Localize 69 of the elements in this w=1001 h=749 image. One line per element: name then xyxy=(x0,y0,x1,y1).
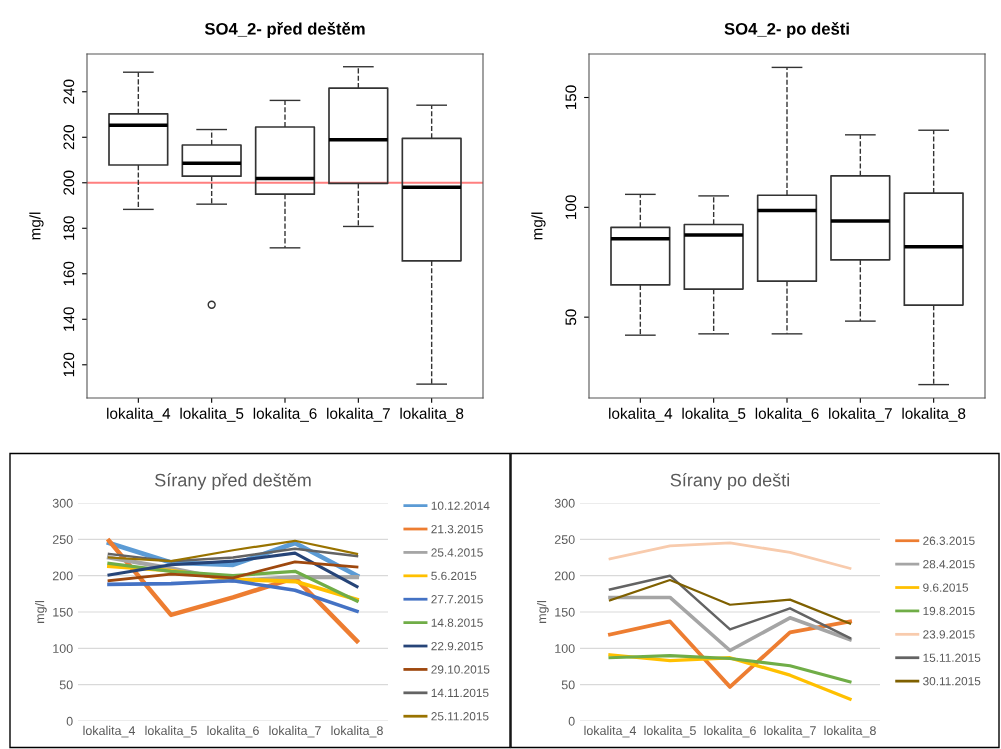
chart-title: Sírany po dešti xyxy=(670,473,790,491)
x-tick-label: lokalita_6 xyxy=(207,725,259,738)
chart-title: SO4_2- po dešti xyxy=(724,22,849,39)
legend-label: 25.11.2015 xyxy=(431,712,489,721)
y-axis-title: mg/l xyxy=(531,212,546,240)
x-tick-label: lokalita_7 xyxy=(327,407,390,422)
x-tick-label: lokalita_8 xyxy=(331,725,383,738)
y-tick-label: 50 xyxy=(59,680,73,690)
y-tick-label: 0 xyxy=(568,716,575,726)
x-tick-label: lokalita_5 xyxy=(644,725,696,738)
x-tick-label: lokalita_7 xyxy=(764,725,816,738)
y-tick-label: 300 xyxy=(554,498,575,508)
x-tick-label: lokalita_4 xyxy=(83,725,136,738)
x-tick-label: lokalita_6 xyxy=(755,407,819,422)
legend-label: 5.6.2015 xyxy=(431,571,477,581)
x-tick-label: lokalita_7 xyxy=(829,407,892,422)
legend-label: 22.9.2015 xyxy=(431,641,483,651)
y-tick-label: 100 xyxy=(565,195,577,219)
legend-label: 26.3.2015 xyxy=(923,536,975,545)
x-tick-label: lokalita_4 xyxy=(107,407,171,422)
y-tick-label: 50 xyxy=(565,309,577,326)
legend-label: 29.10.2015 xyxy=(431,665,490,674)
x-tick-label: lokalita_5 xyxy=(145,725,197,738)
legend-label: 27.7.2015 xyxy=(431,595,483,604)
legend-label: 14.8.2015 xyxy=(431,618,483,627)
x-tick-label: lokalita_4 xyxy=(609,407,673,422)
legend-label: 19.8.2015 xyxy=(923,606,975,616)
y-tick-label: 150 xyxy=(565,85,577,110)
legend-label: 21.3.2015 xyxy=(431,524,483,534)
y-tick-label: 140 xyxy=(63,307,75,331)
y-axis-title: mg/l xyxy=(35,601,47,623)
y-tick-label: 120 xyxy=(63,352,75,377)
chart-title: Sírany před deštěm xyxy=(155,473,311,491)
legend-label: 30.11.2015 xyxy=(923,677,981,686)
y-tick-label: 250 xyxy=(52,535,73,544)
y-tick-label: 150 xyxy=(555,607,575,617)
y-tick-label: 250 xyxy=(554,535,575,544)
y-tick-label: 180 xyxy=(63,216,75,240)
x-tick-label: lokalita_4 xyxy=(584,725,637,738)
y-tick-label: 200 xyxy=(63,170,75,195)
x-tick-label: lokalita_6 xyxy=(704,725,756,738)
y-tick-label: 100 xyxy=(53,644,73,653)
y-axis-title: mg/l xyxy=(29,212,44,240)
legend-label: 23.9.2015 xyxy=(923,630,975,639)
legend-label: 14.11.2015 xyxy=(431,688,489,698)
y-tick-label: 200 xyxy=(52,571,73,581)
y-tick-label: 50 xyxy=(561,680,575,690)
x-tick-label: lokalita_5 xyxy=(682,407,746,422)
y-tick-label: 220 xyxy=(63,125,75,150)
legend-label: 10.12.2014 xyxy=(431,501,490,510)
x-tick-label: lokalita_8 xyxy=(400,407,464,422)
y-tick-label: 150 xyxy=(53,607,73,617)
y-tick-label: 0 xyxy=(66,716,73,726)
x-tick-label: lokalita_5 xyxy=(180,407,244,422)
y-tick-label: 240 xyxy=(63,79,75,104)
y-tick-label: 160 xyxy=(63,261,75,286)
y-axis-title: mg/l xyxy=(537,601,549,623)
y-tick-label: 100 xyxy=(555,644,575,653)
chart-title: SO4_2- před deštěm xyxy=(204,22,365,39)
x-tick-label: lokalita_8 xyxy=(824,725,876,738)
x-tick-label: lokalita_8 xyxy=(902,407,966,422)
y-tick-label: 300 xyxy=(52,498,73,508)
legend-label: 15.11.2015 xyxy=(923,653,981,662)
x-tick-label: lokalita_7 xyxy=(269,725,321,738)
x-tick-label: lokalita_6 xyxy=(253,407,317,422)
legend-label: 9.6.2015 xyxy=(923,583,969,592)
y-tick-label: 200 xyxy=(554,571,575,581)
legend-label: 25.4.2015 xyxy=(431,548,483,557)
legend-label: 28.4.2015 xyxy=(923,560,975,569)
